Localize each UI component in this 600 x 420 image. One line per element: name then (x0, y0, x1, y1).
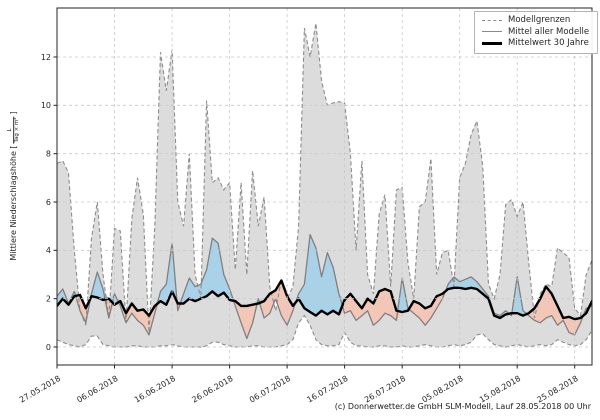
y-tick-label: 0 (46, 343, 51, 352)
axes-spines (56, 7, 593, 366)
copyright-caption: (c) Donnerwetter.de GmbH SLM-Modell, Lau… (334, 402, 591, 411)
y-tick-label: 2 (46, 295, 51, 304)
x-tick-label: 06.06.2018 (75, 374, 119, 405)
y-tick-label: 12 (41, 53, 51, 62)
x-tick-label: 15.08.2018 (478, 374, 522, 405)
model-upper-bound-line (57, 23, 592, 333)
x-tick-label: 26.06.2018 (190, 374, 234, 405)
x-tick-label: 25.08.2018 (536, 374, 580, 405)
legend: Modellgrenzen Mittel aller Modelle Mitte… (474, 11, 599, 54)
gridlines (56, 8, 592, 365)
y-axis-unit-denominator: Tag × m² (13, 116, 21, 144)
y-axis-label: Mittlere Niederschlagshöhe [ L Tag × m² … (7, 111, 21, 261)
legend-label: Mittelwert 30 Jahre (508, 38, 589, 48)
legend-item-mittelwert-30-jahre: Mittelwert 30 Jahre (482, 39, 589, 48)
y-tick-label: 6 (46, 198, 51, 207)
model-range-band (57, 23, 592, 347)
x-tick-label: 26.07.2018 (363, 374, 407, 405)
y-axis-label-text: Mittlere Niederschlagshöhe [ (9, 145, 19, 261)
y-tick-label: 4 (46, 246, 51, 255)
legend-item-mittel-aller-modelle: Mittel aller Modelle (482, 26, 590, 37)
dashed-line-sample-icon (482, 19, 502, 21)
x-tick-label: 27.05.2018 (18, 374, 62, 405)
legend-label: Modellgrenzen (508, 15, 571, 25)
legend-label: Mittel aller Modelle (508, 26, 590, 37)
y-tick-label: 10 (41, 101, 51, 110)
legend-item-modellgrenzen: Modellgrenzen (482, 16, 589, 25)
y-axis-label-bracket: ] (9, 111, 19, 115)
plot-area (57, 23, 592, 348)
mean-30y-line (57, 279, 592, 321)
x-tick-label: 16.07.2018 (305, 374, 349, 405)
x-tick-label: 05.08.2018 (421, 374, 465, 405)
y-tick-label: 8 (46, 150, 51, 159)
model-mean-line (57, 233, 592, 340)
x-tick-label: 16.06.2018 (133, 374, 177, 405)
y-axis-unit-fraction: L Tag × m² (7, 116, 21, 144)
black-line-sample-icon (482, 41, 502, 45)
gray-line-sample-icon (482, 31, 502, 33)
x-tick-label: 06.07.2018 (248, 374, 292, 405)
model-lower-bound-line (57, 314, 592, 348)
